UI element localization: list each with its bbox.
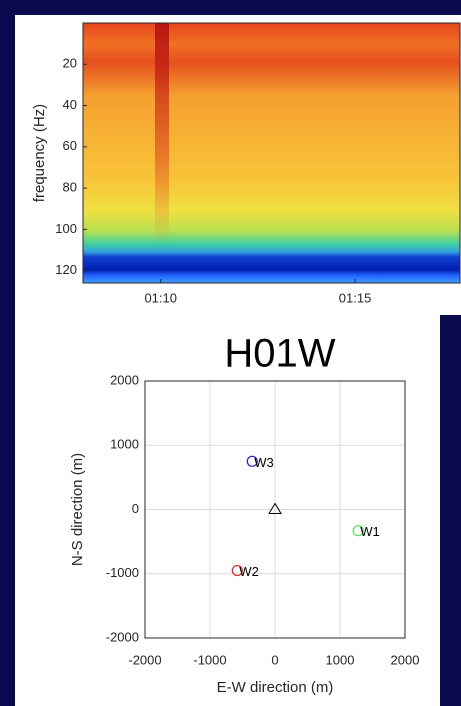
point-label: W3 — [254, 455, 274, 470]
event-stripe — [155, 23, 169, 283]
x-axis-label: E-W direction (m) — [217, 679, 334, 696]
y-tick-label: 2000 — [110, 372, 139, 387]
panel — [15, 315, 440, 706]
y-tick-label: -2000 — [106, 629, 139, 644]
spectrogram: 20 40 60 80 100 120 01:10 01:15 frequency (Hz) — [31, 22, 461, 305]
x-tick-label: 2000 — [391, 652, 420, 667]
y-tick-label: -1000 — [106, 565, 139, 580]
y-tick-label: 20 — [63, 56, 77, 71]
spectrogram-image — [83, 23, 460, 283]
x-tick-label: 01:15 — [339, 290, 372, 305]
y-tick-label: 40 — [63, 97, 77, 112]
x-tick-label: 0 — [271, 652, 278, 667]
y-tick-label: 120 — [55, 262, 77, 277]
marker — [246, 455, 258, 467]
x-tick-label: -1000 — [193, 652, 226, 667]
y-axis-label: frequency (Hz) — [31, 104, 48, 202]
y-tick-label: 0 — [132, 501, 139, 516]
y-tick-label: 80 — [63, 180, 77, 195]
marker — [231, 564, 243, 577]
scatter-chart: H01W -2000 -1000 0 1000 2000 -2000 -1000 0 1000 20… — [69, 332, 419, 696]
border — [0, 620, 15, 706]
y-tick-label: 60 — [63, 138, 77, 153]
x-tick-label: 1000 — [326, 652, 355, 667]
plot-frame — [144, 380, 406, 639]
y-tick-label: 1000 — [110, 437, 139, 452]
point-label: W2 — [239, 564, 258, 579]
point-label: W1 — [360, 524, 380, 539]
x-tick-label: -2000 — [128, 652, 161, 667]
marker — [268, 502, 282, 514]
x-tick-label: 01:10 — [144, 290, 177, 305]
plot-frame — [82, 22, 461, 284]
chart-title: H01W — [224, 332, 335, 376]
y-tick-label: 100 — [55, 221, 77, 236]
marker — [352, 525, 364, 537]
y-axis-label: N-S direction (m) — [69, 453, 86, 566]
